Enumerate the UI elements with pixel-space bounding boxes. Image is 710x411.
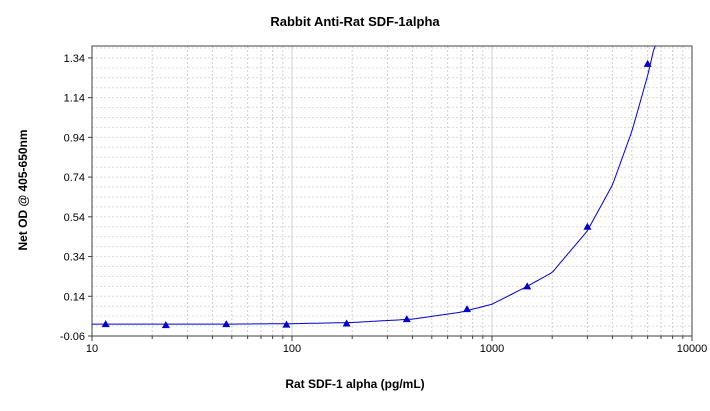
gridlines [92,46,692,336]
data-point [643,59,652,67]
fit-curve [92,45,656,325]
y-axis: -0.06 0.14 0.34 0.54 0.74 0.94 1.14 1.34 [60,53,92,343]
x-tick-label: 10 [86,343,98,355]
x-tick-label: 10000 [677,343,708,355]
data-point [101,320,110,328]
x-tick-label: 100 [283,343,301,355]
data-point [583,222,592,230]
plot-area [91,45,693,337]
x-axis-label: Rat SDF-1 alpha (pg/mL) [285,377,424,391]
data-point [161,321,170,329]
data-point [282,320,291,328]
y-tick-label: 1.34 [64,53,85,65]
x-tick-label: 1000 [480,343,504,355]
y-tick-label: -0.06 [60,331,85,343]
y-tick-label: 1.14 [64,93,85,105]
y-axis-label: Net OD @ 405-650nm [16,129,30,250]
data-point [402,315,411,323]
y-tick-label: 0.54 [64,212,85,224]
data-point [523,282,532,290]
chart-title: Rabbit Anti-Rat SDF-1alpha [270,14,440,29]
data-points [101,59,652,329]
y-tick-label: 0.74 [64,172,85,184]
data-point [222,320,231,328]
data-point [463,305,472,313]
y-tick-label: 0.14 [64,291,85,303]
y-tick-label: 0.34 [64,252,85,264]
x-axis: 10 100 1000 10000 [86,336,707,355]
y-tick-label: 0.94 [64,132,85,144]
data-point [342,319,351,327]
